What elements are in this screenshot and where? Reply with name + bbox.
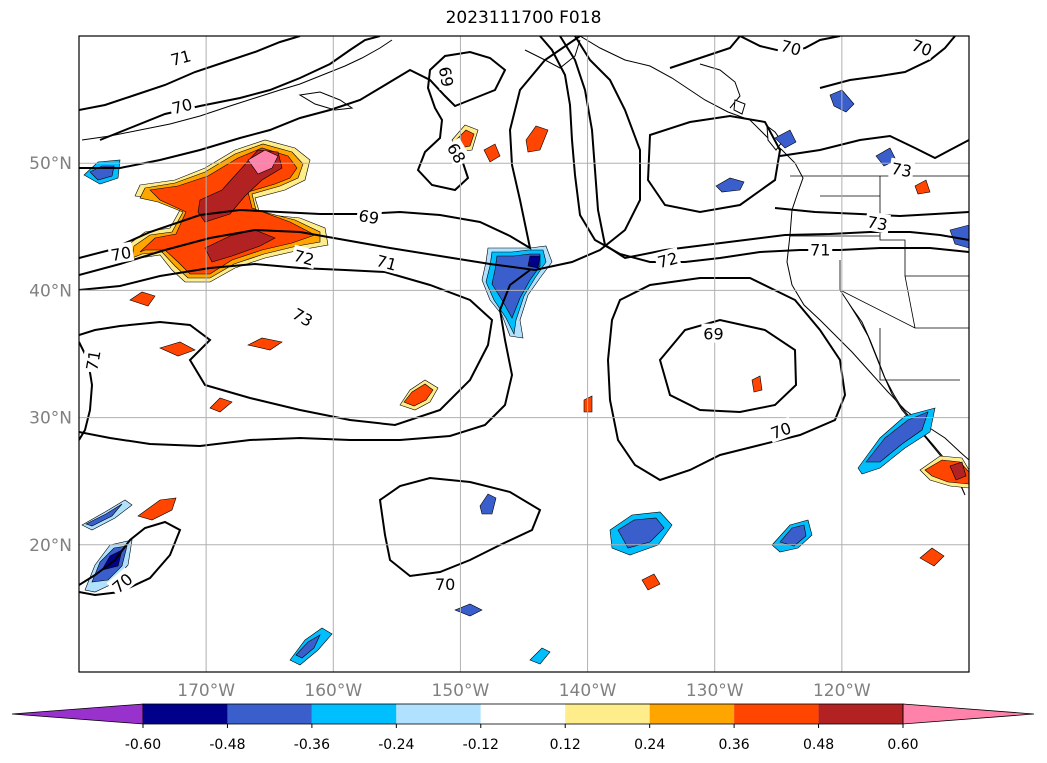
lon-tick-label: 160°W [304,681,362,701]
contour-label: 69 [703,325,723,344]
plot-frame [78,35,970,673]
contour-label: 71 [374,251,399,275]
lat-tick-label: 50°N [29,154,72,174]
contour-label: 70 [170,95,195,119]
colorbar-tick-label: -0.24 [378,737,414,753]
lon-tick-label: 150°W [432,681,490,701]
gridlines [79,36,969,672]
colorbar-tick-label: 0.48 [803,737,834,753]
contour-label: 69 [357,206,380,228]
colorbar-extend-high [902,703,1035,725]
colorbar-tick-label: 0.36 [719,737,750,753]
colorbar-tick-label: -0.12 [463,737,499,753]
contour-label: 73 [890,159,913,181]
lon-tick-label: 120°W [813,681,871,701]
contour-label: 71 [169,46,194,70]
lat-tick-label: 40°N [29,281,72,301]
colorbar-frame [142,703,904,725]
axis-tick-labels: 170°W 160°W 150°W 140°W 130°W 120°W 50°N 40°N 30… [29,154,871,701]
contour-label: 69 [435,65,457,88]
colorbar-tick-label: -0.60 [125,737,161,753]
contour-label: 70 [435,575,455,594]
colorbar-tick-label: 0.12 [550,737,581,753]
contour-label: 72 [292,246,317,270]
contour-label: 70 [109,243,132,265]
contour-label: 70 [779,36,804,60]
contour-label: 71 [810,241,830,260]
colorbar-extend-low [11,703,144,725]
contour-label: 73 [289,304,316,331]
colorbar-swatch [565,704,650,724]
colorbar-swatch [227,704,312,724]
colorbar-tick-label: 0.60 [887,737,918,753]
lon-tick-label: 140°W [559,681,617,701]
lat-tick-label: 30°N [29,409,72,429]
lon-tick-label: 130°W [686,681,744,701]
contour-label: 71 [82,349,104,372]
map-title: 2023111700 F018 [445,8,602,28]
colorbar-swatch [396,704,481,724]
colorbar-swatch [480,704,566,724]
colorbar-swatch [143,704,228,724]
contour-label: 73 [866,212,889,234]
contour-label: 72 [656,249,681,273]
colorbar: -0.60 -0.48 -0.36 -0.24 -0.12 0.12 0.24 0.36 0.4… [11,703,1035,753]
colorbar-swatch [734,704,819,724]
colorbar-swatch [311,704,397,724]
colorbar-tick-label: 0.24 [634,737,665,753]
lat-tick-label: 20°N [29,536,72,556]
colorbar-swatch [818,704,903,724]
colorbar-tick-label: -0.36 [294,737,330,753]
colorbar-tick-label: -0.48 [209,737,245,753]
colorbar-swatch [649,704,735,724]
lon-tick-label: 170°W [177,681,235,701]
